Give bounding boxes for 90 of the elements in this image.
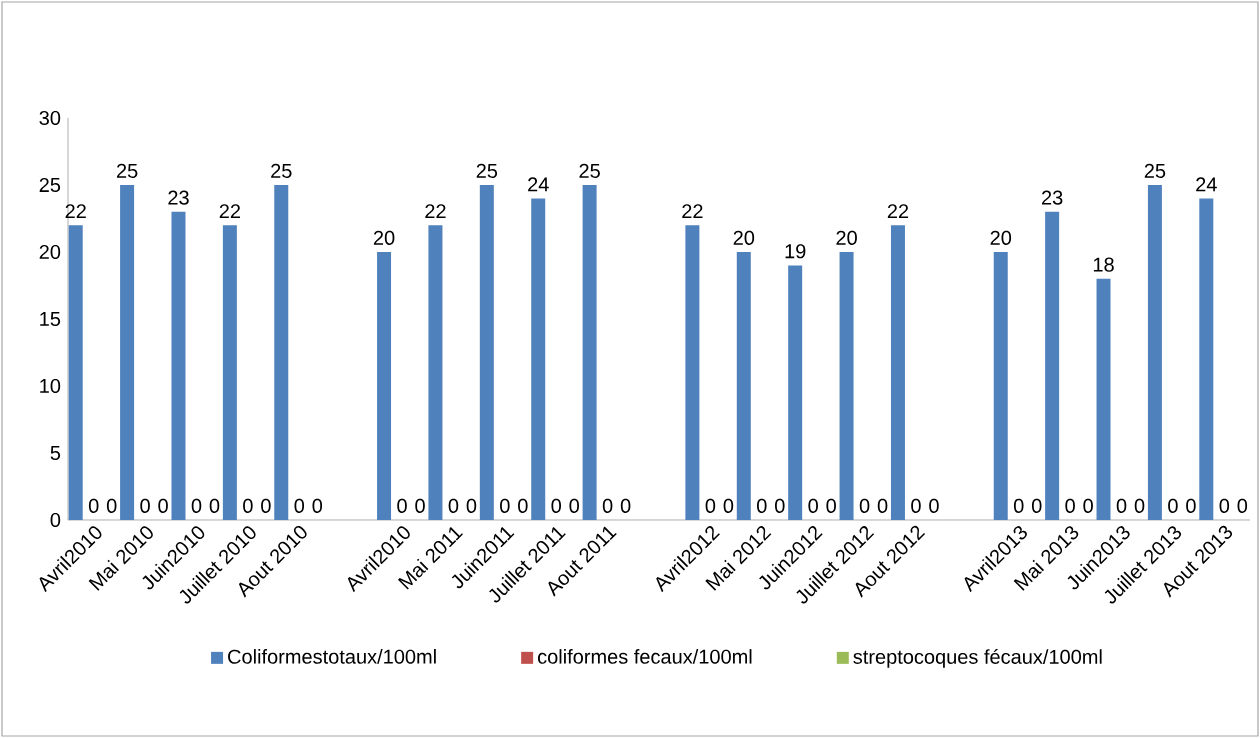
- data-label: 0: [929, 498, 939, 513]
- bar: [222, 225, 237, 520]
- data-label: 0: [397, 498, 407, 513]
- data-label: 0: [500, 498, 510, 513]
- bar: [736, 251, 751, 520]
- data-label: 0: [826, 498, 836, 513]
- data-label: 20: [836, 230, 857, 245]
- data-label: 23: [1042, 190, 1063, 205]
- data-label: 23: [168, 190, 189, 205]
- data-label: 0: [705, 498, 716, 513]
- data-label: 0: [191, 498, 202, 513]
- data-label: 0: [415, 498, 425, 513]
- data-label: 0: [1168, 498, 1178, 513]
- data-label: 0: [551, 498, 562, 513]
- bar: [377, 251, 392, 520]
- data-label: 20: [733, 230, 755, 245]
- data-label: 0: [88, 498, 99, 513]
- bar: [788, 265, 803, 520]
- data-label: 0: [877, 498, 888, 513]
- data-label: 0: [243, 498, 253, 513]
- data-label: 25: [476, 163, 498, 178]
- data-label: 0: [140, 498, 150, 513]
- bar: [274, 184, 289, 520]
- data-label: 0: [808, 498, 818, 513]
- y-tick-label: 10: [40, 378, 61, 394]
- data-label: 0: [859, 498, 870, 513]
- data-label: 20: [373, 230, 395, 245]
- bar: [890, 225, 905, 520]
- data-label: 24: [1196, 177, 1217, 192]
- data-label: 0: [1186, 498, 1196, 513]
- data-label: 0: [106, 498, 117, 513]
- bar: [428, 225, 443, 520]
- data-label: 0: [757, 498, 767, 513]
- bar: [531, 198, 546, 520]
- bar: [171, 211, 186, 520]
- data-label: 22: [425, 204, 446, 219]
- data-label: 0: [158, 498, 168, 513]
- data-label: 22: [219, 204, 240, 219]
- data-label: 0: [569, 498, 580, 513]
- bar: [1147, 184, 1162, 520]
- data-label: 0: [620, 498, 631, 513]
- bar: [120, 184, 135, 520]
- data-label: 22: [682, 204, 703, 219]
- bar: [993, 251, 1008, 520]
- data-label: 0: [1065, 498, 1075, 513]
- data-label: 0: [312, 498, 323, 513]
- data-label: 0: [911, 498, 921, 513]
- data-label: 0: [1219, 498, 1230, 513]
- bar: [1045, 211, 1060, 520]
- y-tick-label: 25: [39, 177, 61, 193]
- bar: [582, 184, 597, 520]
- legend-label: coliformes fecaux/100ml: [538, 649, 752, 664]
- data-label: 0: [261, 498, 271, 513]
- y-tick-label: 20: [39, 244, 61, 260]
- data-label: 0: [466, 498, 477, 513]
- data-label: 0: [1237, 498, 1248, 513]
- y-tick-label: 5: [50, 446, 61, 460]
- data-label: 0: [1031, 498, 1042, 513]
- data-label: 25: [116, 163, 138, 178]
- data-label: 22: [65, 204, 86, 219]
- data-label: 19: [785, 244, 806, 259]
- bar: [1096, 278, 1111, 520]
- legend-label: Coliformestotaux/100ml: [228, 649, 436, 664]
- data-label: 24: [528, 177, 549, 192]
- data-label: 0: [1134, 498, 1145, 513]
- y-tick-label: 0: [50, 512, 61, 528]
- data-label: 0: [209, 498, 220, 513]
- data-label: 0: [1116, 498, 1127, 513]
- data-label: 0: [518, 498, 528, 513]
- data-label: 20: [990, 230, 1012, 245]
- data-label: 25: [579, 163, 600, 178]
- data-label: 0: [775, 498, 785, 513]
- data-label: 22: [887, 204, 909, 219]
- data-label: 25: [1144, 163, 1166, 178]
- y-tick-label: 15: [40, 312, 61, 326]
- bar: [839, 251, 854, 520]
- bar: [1199, 198, 1214, 520]
- data-label: 0: [448, 498, 459, 513]
- legend-label: streptocoques fécaux/100ml: [853, 648, 1102, 668]
- bar: [68, 225, 83, 520]
- data-label: 0: [1083, 498, 1093, 513]
- data-label: 0: [723, 498, 734, 513]
- bar: [479, 184, 494, 520]
- data-label: 0: [602, 498, 613, 513]
- data-label: 0: [1013, 498, 1024, 513]
- y-tick-label: 30: [39, 110, 61, 126]
- data-label: 0: [294, 498, 305, 513]
- data-label: 18: [1093, 257, 1114, 272]
- bar: [685, 225, 700, 520]
- data-label: 25: [271, 163, 292, 178]
